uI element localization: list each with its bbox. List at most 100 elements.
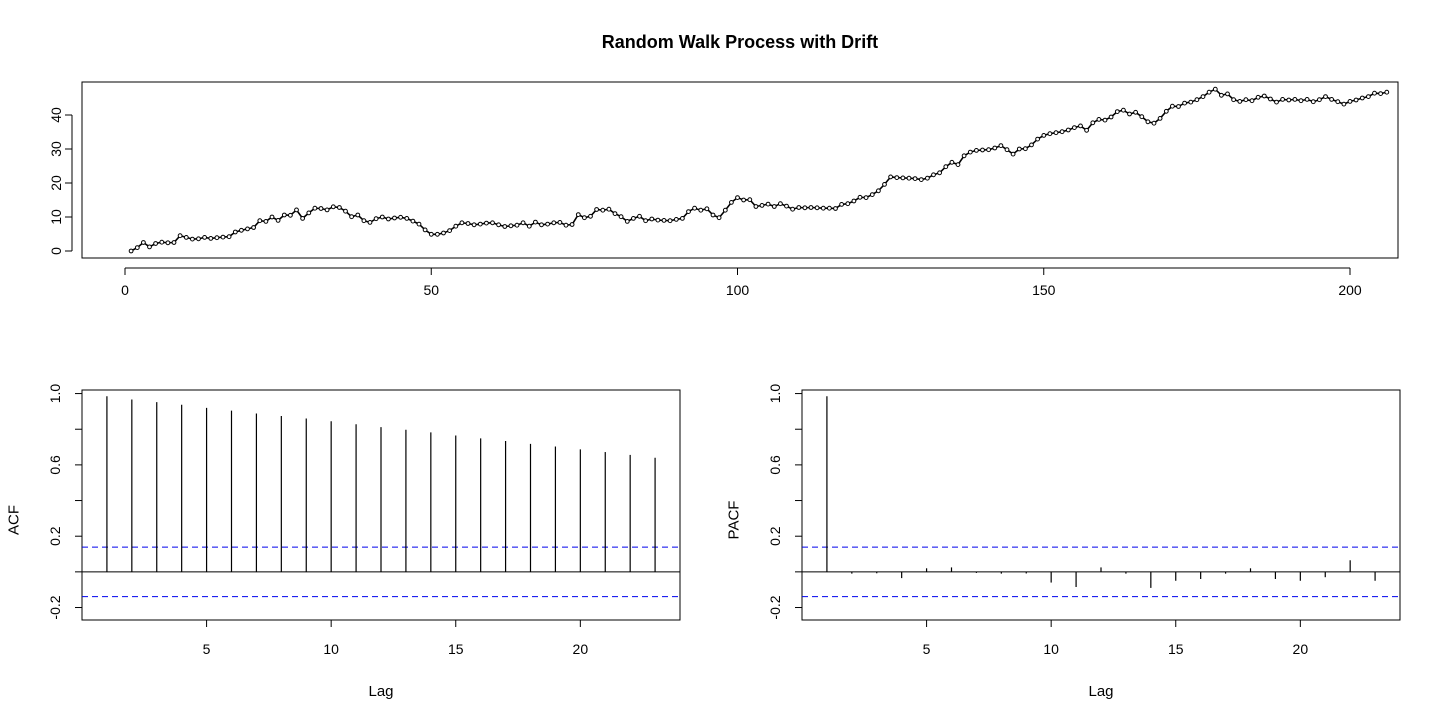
data-point: [141, 240, 146, 245]
data-point: [1353, 97, 1359, 103]
data-point: [232, 229, 238, 235]
data-point: [937, 170, 942, 176]
data-point: [906, 175, 912, 181]
data-point: [1188, 99, 1194, 105]
data-point: [165, 240, 171, 246]
y-tick-label: 30: [48, 141, 64, 157]
data-point: [1016, 146, 1022, 152]
data-point: [704, 206, 710, 212]
data-point: [1280, 97, 1285, 102]
data-point: [631, 216, 636, 221]
data-point: [459, 220, 465, 226]
data-point: [845, 201, 851, 207]
plot-frame: [81, 81, 1399, 259]
data-point: [281, 212, 287, 218]
data-point: [1053, 130, 1059, 136]
data-point: [667, 218, 673, 224]
data-point: [496, 222, 502, 228]
x-tick-label: 50: [423, 282, 439, 298]
data-point: [869, 192, 875, 198]
data-point: [386, 216, 391, 222]
data-point: [765, 201, 771, 207]
data-point: [1059, 129, 1065, 135]
data-point: [1225, 91, 1230, 97]
data-point: [447, 228, 453, 234]
data-point: [575, 212, 581, 218]
data-point: [1163, 108, 1169, 114]
data-point: [1249, 98, 1255, 104]
data-point: [1084, 127, 1089, 133]
data-point: [796, 205, 802, 210]
data-point: [471, 222, 477, 228]
series-line: [130, 88, 1387, 252]
data-point: [306, 210, 312, 216]
data-point: [545, 221, 550, 227]
data-point: [533, 219, 538, 225]
data-point: [422, 227, 428, 233]
data-point: [134, 245, 140, 251]
data-point: [373, 216, 379, 222]
data-point: [1366, 94, 1371, 99]
data-point: [1078, 123, 1083, 129]
x-tick-label: 200: [1338, 282, 1362, 298]
data-point: [239, 227, 244, 233]
data-point: [404, 216, 410, 221]
data-point: [257, 218, 263, 224]
data-point: [1292, 97, 1298, 102]
data-point: [1268, 96, 1273, 102]
data-point: [1170, 103, 1175, 109]
data-point: [802, 205, 808, 211]
data-point: [1384, 89, 1390, 95]
y-tick-label: 0.6: [47, 455, 63, 475]
x-tick-label: 10: [323, 641, 339, 657]
data-point: [790, 206, 795, 212]
data-point: [300, 216, 306, 221]
data-point: [171, 240, 177, 245]
data-point: [1090, 120, 1096, 126]
data-point: [1072, 125, 1077, 130]
data-point: [741, 197, 746, 203]
data-point: [900, 175, 906, 181]
data-point: [833, 206, 838, 211]
data-point: [722, 207, 728, 213]
data-point: [680, 216, 685, 221]
data-point: [288, 212, 293, 218]
data-point: [594, 207, 599, 212]
data-point: [441, 230, 446, 236]
data-point: [673, 217, 679, 222]
data-point: [539, 222, 544, 228]
data-point: [888, 174, 893, 180]
data-point: [196, 236, 201, 242]
data-point: [1176, 104, 1181, 109]
data-point: [428, 231, 434, 237]
data-point: [1121, 107, 1126, 113]
data-point: [1274, 99, 1279, 105]
data-point: [465, 221, 471, 226]
data-point: [1004, 147, 1010, 153]
data-point: [355, 212, 361, 218]
data-point: [912, 176, 918, 182]
data-point: [967, 149, 973, 155]
data-point: [624, 219, 630, 224]
data-point: [214, 235, 220, 241]
data-point: [153, 241, 159, 246]
data-point: [1145, 119, 1151, 125]
data-point: [759, 203, 765, 208]
data-point: [955, 162, 961, 168]
data-point: [1010, 151, 1016, 157]
x-tick-label: 5: [203, 641, 211, 657]
data-point: [1341, 101, 1347, 107]
data-point: [1298, 98, 1304, 104]
data-point: [1243, 97, 1249, 103]
data-point: [367, 220, 373, 225]
data-point: [698, 207, 704, 213]
data-point: [643, 218, 648, 224]
data-point: [551, 220, 557, 226]
data-point: [1096, 117, 1102, 122]
data-point: [159, 239, 165, 245]
y-tick-label: -0.2: [767, 595, 783, 619]
data-point: [649, 216, 655, 222]
data-point: [1378, 91, 1383, 96]
data-point: [1359, 95, 1365, 101]
x-tick-label: 0: [121, 282, 129, 298]
